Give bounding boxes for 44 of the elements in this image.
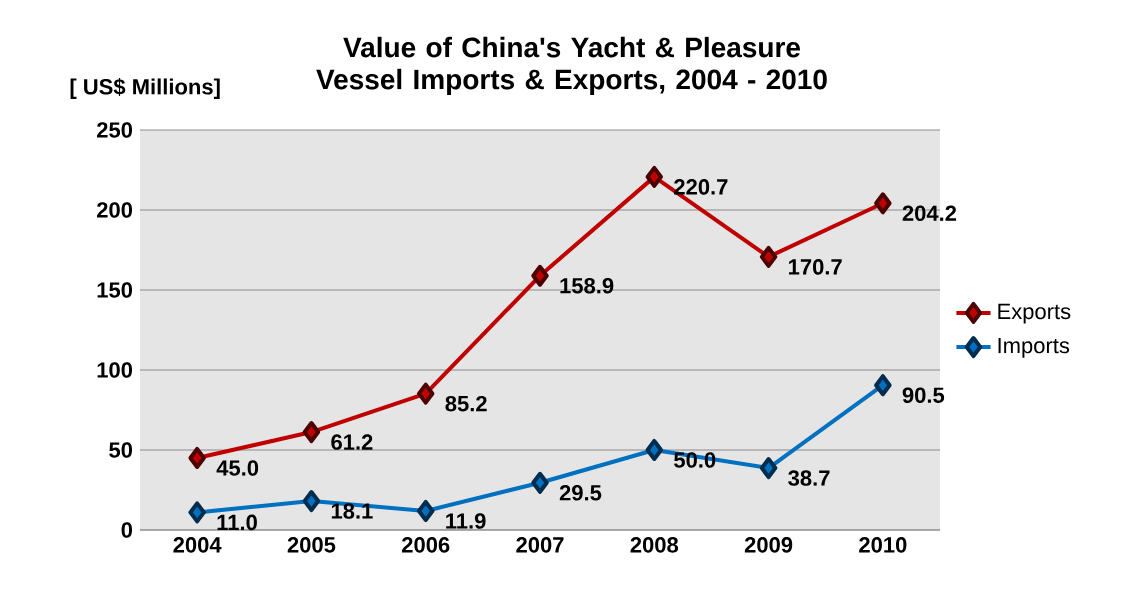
data-label: 61.2 [331,434,373,450]
x-tick-label: 2005 [287,537,336,553]
y-tick-label: 50 [109,442,133,458]
point [759,245,778,268]
point [645,438,664,461]
x-tick-label: 2008 [630,537,679,553]
legend-label: Imports [998,338,1070,358]
data-label: 45.0 [216,460,259,476]
point [645,165,664,188]
legend-label: Exports [998,303,1071,324]
point [188,446,206,469]
point [416,382,435,405]
data-label: 220.7 [674,179,728,195]
chart-title: Value of China's Yacht & Pleasure Vessel Imports & Exports, 2004 - 2010 [316,36,827,95]
point [874,374,892,397]
data-label: 204.2 [902,205,957,222]
x-tick-label: 2009 [744,537,793,553]
data-label: 158.9 [560,277,614,294]
x-tick-label: 2004 [173,537,222,553]
y-tick-label: 200 [96,202,133,218]
point [531,471,549,494]
data-label: 11.0 [217,514,257,531]
data-label: 170.7 [789,259,842,275]
point [188,501,206,524]
data-label: 29.5 [559,485,602,501]
point [874,192,892,215]
x-tick-label: 2006 [402,537,450,553]
y-tick-label: 150 [97,282,133,298]
point [302,490,321,513]
data-label: 18.1 [331,503,373,519]
point [759,457,778,480]
y-tick-label: 100 [97,362,133,378]
point [302,421,321,444]
y-tick-label: 250 [96,122,133,138]
y-tick-label: 0 [121,522,133,538]
data-label: 38.7 [788,470,830,486]
point [531,264,549,287]
data-label: 11.9 [446,513,486,529]
data-label: 90.5 [902,387,945,403]
y-axis-title: [ US$ Millions] [70,78,220,99]
x-tick-label: 2010 [859,537,907,553]
data-label: 85.2 [445,395,487,412]
x-tick-label: 2007 [516,537,564,553]
point [416,499,435,522]
